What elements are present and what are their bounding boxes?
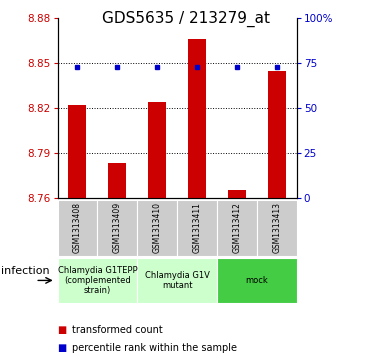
Text: GSM1313412: GSM1313412 (233, 202, 242, 253)
Text: infection: infection (1, 266, 49, 276)
Text: percentile rank within the sample: percentile rank within the sample (72, 343, 237, 354)
Text: Chlamydia G1TEPP
(complemented
strain): Chlamydia G1TEPP (complemented strain) (58, 265, 137, 295)
Text: GSM1313409: GSM1313409 (113, 202, 122, 253)
Text: transformed count: transformed count (72, 325, 163, 335)
Bar (68, 105, 86, 198)
Text: GSM1313411: GSM1313411 (193, 202, 201, 253)
Text: ■: ■ (58, 325, 67, 335)
Text: GSM1313410: GSM1313410 (153, 202, 162, 253)
Bar (268, 70, 286, 198)
Text: ■: ■ (58, 343, 67, 354)
Bar (108, 163, 126, 198)
Bar (188, 39, 206, 198)
Text: Chlamydia G1V
mutant: Chlamydia G1V mutant (145, 271, 210, 290)
Text: GDS5635 / 213279_at: GDS5635 / 213279_at (102, 11, 269, 27)
Text: GSM1313413: GSM1313413 (272, 202, 281, 253)
Bar (148, 102, 166, 198)
Text: mock: mock (246, 276, 268, 285)
Bar (228, 190, 246, 198)
Text: GSM1313408: GSM1313408 (73, 202, 82, 253)
